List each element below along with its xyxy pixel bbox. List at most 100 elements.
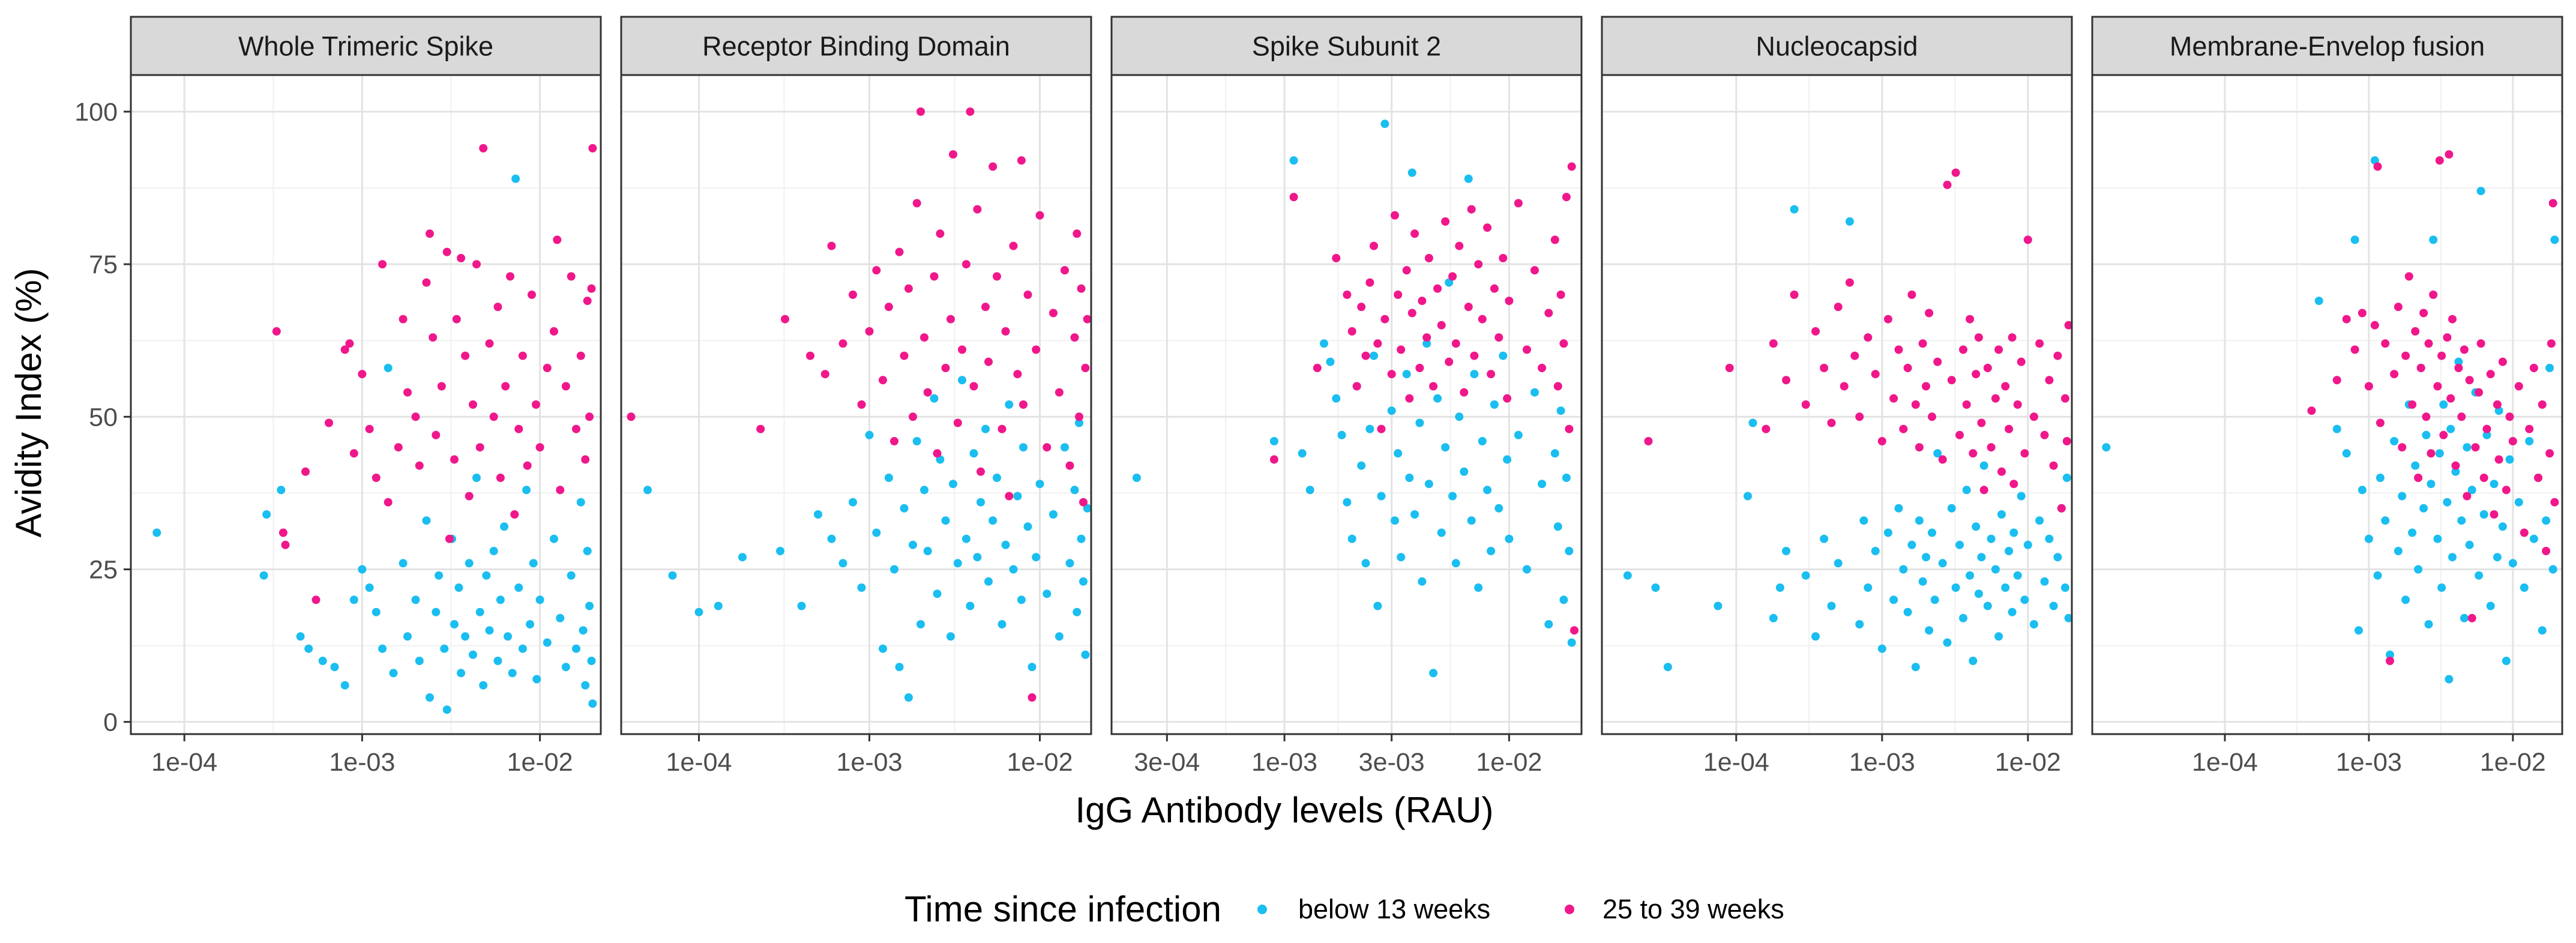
data-point [2008, 333, 2017, 342]
data-point [2029, 412, 2038, 421]
data-point [272, 327, 281, 336]
data-point [2494, 455, 2503, 464]
data-point [1132, 474, 1141, 482]
data-point [969, 382, 978, 391]
data-point [1361, 559, 1370, 568]
data-point [1499, 351, 1508, 360]
data-point [2053, 553, 2062, 562]
data-point [2381, 339, 2390, 348]
data-point [1530, 388, 1539, 397]
data-point [2498, 357, 2507, 366]
data-point [2355, 626, 2363, 635]
data-point [588, 699, 597, 708]
series-25-to-39-weeks [272, 144, 597, 604]
data-point [1001, 327, 1010, 336]
data-point [1013, 492, 1022, 501]
data-point [1326, 357, 1335, 366]
data-point [1503, 455, 1512, 464]
data-point [827, 534, 836, 543]
data-point [1966, 571, 1975, 580]
data-point [946, 315, 955, 324]
data-point [1077, 284, 1086, 293]
data-point [1464, 174, 1473, 183]
data-point [2029, 620, 2038, 628]
data-point [1871, 547, 1880, 555]
data-point [977, 498, 985, 507]
data-point [389, 669, 398, 678]
data-point [1951, 583, 1960, 592]
data-point [1422, 339, 1431, 348]
data-point [2040, 430, 2049, 439]
data-point [330, 663, 339, 672]
data-point [969, 449, 978, 458]
data-point [1380, 119, 1389, 128]
data-point [1811, 632, 1820, 641]
data-point [2422, 412, 2431, 421]
data-point [1289, 156, 1298, 165]
data-point [1019, 400, 1028, 409]
data-point [1883, 528, 1892, 537]
facet-strip-label: Receptor Binding Domain [702, 31, 1010, 62]
data-point [2467, 613, 2476, 622]
data-point [1391, 211, 1399, 220]
data-point [2437, 583, 2446, 592]
data-point [1494, 504, 1503, 513]
data-point [457, 669, 466, 678]
data-point [394, 443, 403, 452]
data-point [2386, 650, 2394, 659]
data-point [998, 424, 1007, 433]
data-point [912, 199, 921, 208]
x-tick-label: 1e-04 [2192, 748, 2258, 777]
data-point [489, 547, 498, 555]
data-point [1969, 657, 1978, 665]
data-point [2411, 461, 2420, 470]
data-point [2053, 351, 2062, 360]
data-point [2057, 504, 2066, 513]
data-point [1013, 370, 1022, 379]
data-point [384, 364, 393, 372]
data-point [1930, 595, 1939, 604]
data-point [949, 150, 957, 159]
data-point [1035, 211, 1044, 220]
data-point [2023, 540, 2032, 549]
facet-panel-2: Receptor Binding Domain 1e-04 1e-03 1e-02 [620, 16, 1092, 777]
data-point [2545, 449, 2554, 458]
data-point [1877, 644, 1886, 653]
data-point [340, 345, 349, 354]
data-point [550, 534, 558, 543]
data-point [2005, 424, 2014, 433]
data-point [941, 364, 950, 372]
data-point [668, 571, 677, 580]
x-tick-label: 1e-03 [1849, 748, 1915, 777]
data-point [1562, 474, 1571, 482]
data-point [1347, 534, 1356, 543]
data-point [1915, 516, 1924, 525]
data-point [482, 571, 491, 580]
data-point [2429, 291, 2438, 299]
data-point [973, 553, 982, 562]
data-point [1769, 339, 1778, 348]
data-point [714, 601, 723, 610]
data-point [1714, 601, 1723, 610]
data-point [1651, 583, 1660, 592]
data-point [1966, 315, 1975, 324]
data-point [2439, 430, 2448, 439]
data-point [1049, 309, 1058, 318]
data-point [2493, 400, 2502, 409]
data-point [475, 443, 484, 452]
data-point [415, 657, 424, 665]
data-point [262, 510, 271, 519]
data-point [535, 595, 544, 604]
data-point [1538, 480, 1547, 489]
data-point [961, 260, 971, 269]
data-point [583, 547, 592, 555]
data-point [1918, 577, 1927, 586]
data-point [1871, 370, 1880, 379]
data-point [437, 382, 446, 391]
data-point [776, 547, 784, 555]
data-point [1070, 333, 1079, 342]
data-point [1827, 601, 1836, 610]
series-below-13-weeks [152, 174, 597, 714]
